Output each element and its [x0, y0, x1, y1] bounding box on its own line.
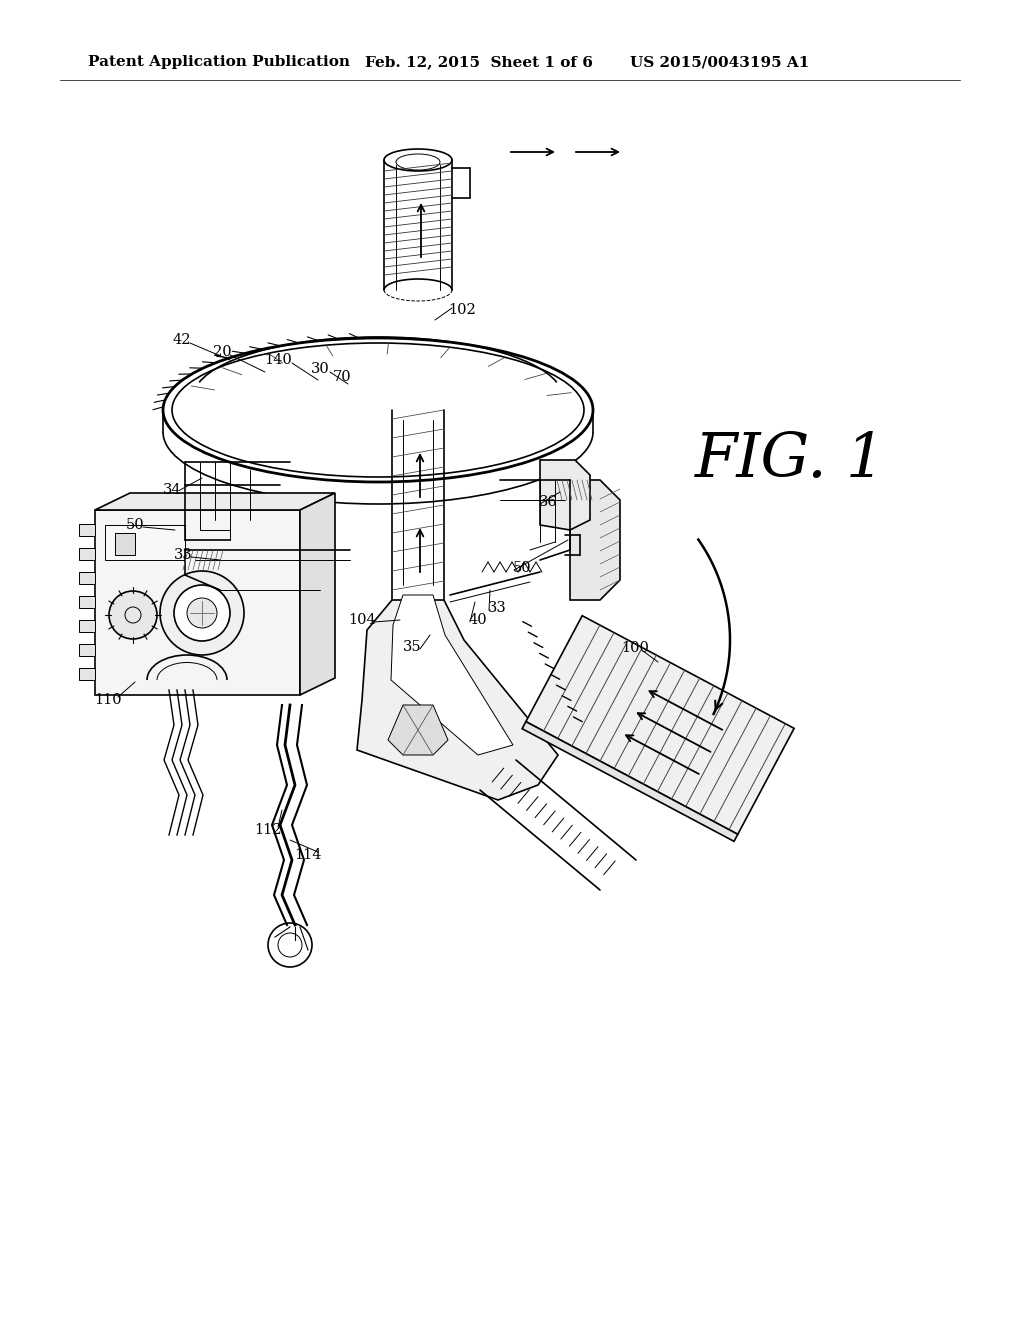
Text: Feb. 12, 2015  Sheet 1 of 6: Feb. 12, 2015 Sheet 1 of 6 [365, 55, 593, 69]
Text: 140: 140 [264, 352, 292, 367]
Text: 33: 33 [174, 548, 193, 562]
Text: US 2015/0043195 A1: US 2015/0043195 A1 [630, 55, 809, 69]
Text: 20: 20 [213, 345, 231, 359]
Circle shape [174, 585, 230, 642]
Polygon shape [388, 705, 449, 755]
Polygon shape [526, 615, 795, 834]
Circle shape [109, 591, 157, 639]
Text: 35: 35 [402, 640, 421, 653]
Polygon shape [300, 492, 335, 696]
Circle shape [160, 572, 244, 655]
Text: 100: 100 [622, 642, 649, 655]
Text: 50: 50 [126, 517, 144, 532]
Text: Patent Application Publication: Patent Application Publication [88, 55, 350, 69]
Polygon shape [95, 492, 335, 510]
Bar [95, 510, 300, 696]
Text: 50: 50 [513, 561, 531, 576]
Text: 112: 112 [254, 822, 282, 837]
Text: 34: 34 [163, 483, 181, 498]
Text: 104: 104 [348, 612, 376, 627]
Text: 33: 33 [487, 601, 507, 615]
Circle shape [187, 598, 217, 628]
Bar [115, 533, 135, 554]
Bar [79, 548, 95, 560]
Bar [79, 668, 95, 680]
Text: 102: 102 [449, 304, 476, 317]
Polygon shape [357, 601, 558, 800]
Polygon shape [540, 459, 590, 531]
Polygon shape [391, 595, 513, 755]
Bar [79, 620, 95, 632]
Bar [79, 644, 95, 656]
Text: 114: 114 [294, 847, 322, 862]
Polygon shape [522, 722, 737, 841]
Bar [79, 572, 95, 583]
Bar [79, 597, 95, 609]
Text: FIG. 1: FIG. 1 [695, 430, 886, 490]
Text: 36: 36 [539, 495, 557, 510]
Text: 110: 110 [94, 693, 122, 708]
Polygon shape [570, 480, 620, 601]
Text: 42: 42 [173, 333, 191, 347]
Bar [79, 524, 95, 536]
Text: 40: 40 [469, 612, 487, 627]
Text: 70: 70 [333, 370, 351, 384]
Text: 30: 30 [310, 362, 330, 376]
Bar [105, 525, 185, 560]
